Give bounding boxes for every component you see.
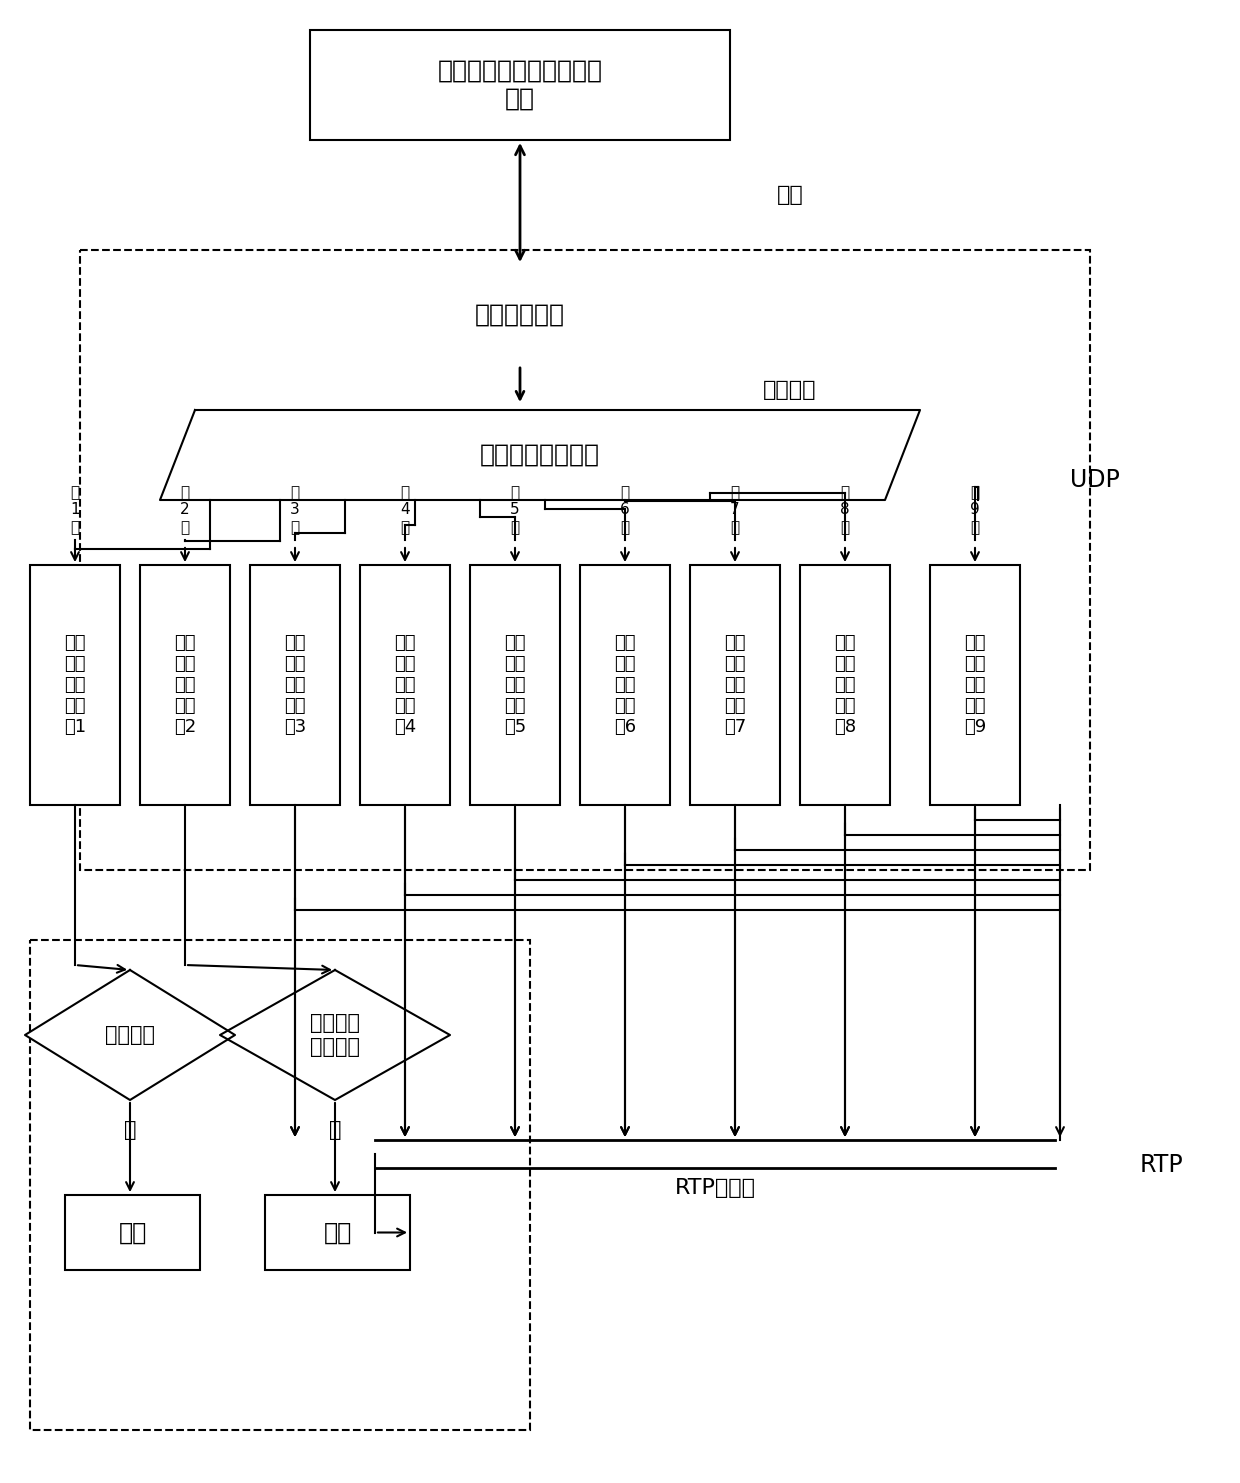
Text: 音频
采集
和接
收模
块8: 音频 采集 和接 收模 块8	[835, 635, 856, 736]
Text: 第
9
列: 第 9 列	[970, 485, 980, 535]
Text: 是否监听
位置终端: 是否监听 位置终端	[310, 1013, 360, 1056]
Text: 播放: 播放	[324, 1221, 352, 1244]
Bar	[310, 265, 730, 365]
Bar	[930, 565, 1021, 805]
Text: 音频
采集
和接
收模
块6: 音频 采集 和接 收模 块6	[614, 635, 636, 736]
Bar	[689, 565, 780, 805]
Text: 第
8
列: 第 8 列	[841, 485, 849, 535]
Text: 第
5
列: 第 5 列	[510, 485, 520, 535]
Text: 音频
采集
和接
收模
块2: 音频 采集 和接 收模 块2	[174, 635, 196, 736]
Bar	[81, 251, 1090, 871]
Bar	[64, 1195, 200, 1269]
Text: 音频
采集
和接
收模
块9: 音频 采集 和接 收模 块9	[963, 635, 986, 736]
Bar	[30, 940, 529, 1430]
Bar	[250, 565, 340, 805]
Text: 逻辑解算: 逻辑解算	[764, 380, 817, 400]
Bar	[30, 565, 120, 805]
Text: 音频
采集
和接
收模
块1: 音频 采集 和接 收模 块1	[64, 635, 86, 736]
Text: 第
6
列: 第 6 列	[620, 485, 630, 535]
Text: 第
2
列: 第 2 列	[180, 485, 190, 535]
Bar	[140, 565, 229, 805]
Bar	[310, 30, 730, 139]
Text: 是否录音: 是否录音	[105, 1025, 155, 1046]
Text: RTP: RTP	[1140, 1152, 1184, 1178]
Bar	[800, 565, 890, 805]
Text: 第
4
列: 第 4 列	[401, 485, 409, 535]
Text: UDP: UDP	[1070, 469, 1120, 492]
Polygon shape	[25, 970, 236, 1100]
Text: 第
3
列: 第 3 列	[290, 485, 300, 535]
Text: 语音通信状态矩阵: 语音通信状态矩阵	[480, 443, 600, 467]
Bar	[360, 565, 450, 805]
Text: 录音: 录音	[118, 1221, 146, 1244]
Text: 是: 是	[329, 1120, 341, 1140]
Text: 音频
采集
和接
收模
块3: 音频 采集 和接 收模 块3	[284, 635, 306, 736]
Text: 音频
采集
和接
收模
块7: 音频 采集 和接 收模 块7	[724, 635, 746, 736]
Text: 控制信号采集与状态显示
模块: 控制信号采集与状态显示 模块	[438, 59, 603, 111]
Text: 串口: 串口	[776, 185, 804, 205]
Text: 是: 是	[124, 1120, 136, 1140]
Bar	[470, 565, 560, 805]
Text: 第
7
列: 第 7 列	[730, 485, 740, 535]
Text: 音频
采集
和接
收模
块5: 音频 采集 和接 收模 块5	[503, 635, 526, 736]
Text: 语音通信主机: 语音通信主机	[475, 303, 565, 326]
Polygon shape	[219, 970, 450, 1100]
Text: 第
1
列: 第 1 列	[71, 485, 79, 535]
Bar	[580, 565, 670, 805]
Text: RTP语音流: RTP语音流	[675, 1178, 755, 1198]
Text: 音频
采集
和接
收模
块4: 音频 采集 和接 收模 块4	[394, 635, 417, 736]
Bar	[265, 1195, 410, 1269]
